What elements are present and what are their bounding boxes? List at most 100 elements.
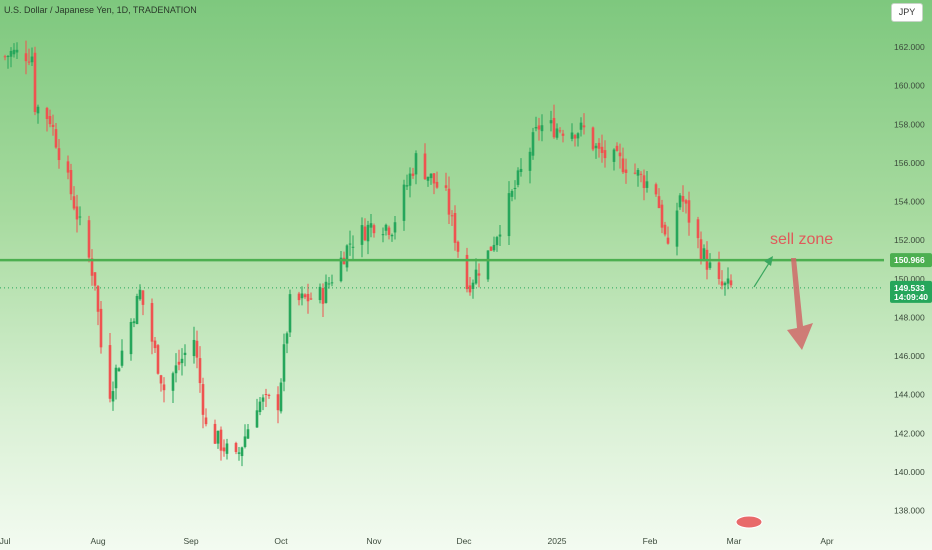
candle[interactable]	[174, 365, 178, 374]
candle[interactable]	[450, 215, 454, 217]
candle[interactable]	[549, 120, 553, 124]
candle[interactable]	[489, 246, 493, 251]
candle[interactable]	[576, 133, 580, 139]
candle[interactable]	[717, 262, 721, 279]
candle[interactable]	[108, 345, 112, 399]
candle[interactable]	[468, 285, 472, 293]
candle[interactable]	[36, 106, 40, 114]
candle[interactable]	[240, 447, 244, 457]
candle[interactable]	[261, 397, 265, 402]
candle[interactable]	[180, 358, 184, 364]
candle[interactable]	[642, 175, 646, 189]
candle[interactable]	[465, 254, 469, 290]
candle[interactable]	[351, 246, 355, 248]
candle[interactable]	[255, 410, 259, 428]
candle[interactable]	[138, 289, 142, 300]
candle[interactable]	[726, 278, 730, 284]
candle[interactable]	[408, 173, 412, 186]
candle[interactable]	[9, 50, 13, 57]
candle[interactable]	[288, 294, 292, 333]
candle[interactable]	[48, 116, 52, 125]
candle[interactable]	[339, 257, 343, 282]
candle[interactable]	[681, 196, 685, 202]
candle[interactable]	[636, 169, 640, 176]
candle[interactable]	[582, 125, 586, 128]
candle[interactable]	[132, 321, 136, 324]
candle[interactable]	[87, 220, 91, 258]
candle[interactable]	[96, 286, 100, 312]
candle[interactable]	[429, 173, 433, 179]
candle[interactable]	[15, 49, 19, 53]
candle[interactable]	[414, 153, 418, 175]
candle[interactable]	[318, 286, 322, 301]
candle[interactable]	[309, 298, 313, 300]
candle[interactable]	[162, 384, 166, 391]
candle[interactable]	[633, 172, 637, 174]
candle[interactable]	[72, 196, 76, 209]
candle[interactable]	[696, 219, 700, 239]
candle[interactable]	[516, 170, 520, 185]
candle[interactable]	[486, 250, 490, 280]
candle[interactable]	[303, 294, 307, 298]
candle[interactable]	[321, 288, 325, 304]
candle[interactable]	[720, 281, 724, 286]
candle[interactable]	[624, 169, 628, 173]
candle[interactable]	[279, 382, 283, 412]
candle[interactable]	[603, 150, 607, 159]
candle[interactable]	[204, 417, 208, 425]
candle[interactable]	[552, 117, 556, 138]
candle[interactable]	[198, 358, 202, 384]
candle[interactable]	[246, 429, 250, 439]
candle[interactable]	[492, 244, 496, 251]
candle[interactable]	[69, 169, 73, 195]
candle[interactable]	[78, 216, 82, 218]
candle[interactable]	[447, 188, 451, 215]
candle[interactable]	[498, 234, 502, 237]
candle[interactable]	[24, 53, 28, 62]
candle[interactable]	[507, 193, 511, 237]
candle[interactable]	[243, 436, 247, 447]
candle[interactable]	[12, 49, 16, 55]
candle[interactable]	[405, 185, 409, 187]
candle[interactable]	[471, 282, 475, 289]
candle[interactable]	[558, 130, 562, 132]
candle[interactable]	[213, 423, 217, 444]
candle[interactable]	[276, 394, 280, 411]
candle[interactable]	[678, 195, 682, 208]
candle[interactable]	[258, 401, 262, 413]
candle[interactable]	[129, 322, 133, 355]
candle[interactable]	[666, 237, 670, 244]
candle[interactable]	[615, 145, 619, 151]
candle[interactable]	[519, 168, 523, 172]
candle[interactable]	[444, 185, 448, 188]
candle[interactable]	[153, 340, 157, 349]
candle[interactable]	[390, 234, 394, 237]
candle[interactable]	[183, 352, 187, 356]
candle[interactable]	[708, 262, 712, 268]
candle[interactable]	[426, 176, 430, 181]
candle[interactable]	[663, 224, 667, 235]
candle[interactable]	[264, 394, 268, 396]
candle[interactable]	[111, 391, 115, 402]
candle[interactable]	[120, 350, 124, 366]
candle[interactable]	[477, 273, 481, 276]
candle[interactable]	[3, 56, 7, 58]
candle[interactable]	[675, 210, 679, 247]
candle[interactable]	[510, 191, 514, 197]
candle[interactable]	[573, 135, 577, 139]
candle[interactable]	[570, 132, 574, 139]
candle[interactable]	[495, 237, 499, 246]
candle[interactable]	[222, 447, 226, 452]
candle[interactable]	[54, 129, 58, 148]
candle[interactable]	[66, 161, 70, 173]
candle[interactable]	[348, 243, 352, 245]
candle[interactable]	[159, 375, 163, 384]
candle[interactable]	[684, 200, 688, 204]
candle[interactable]	[699, 239, 703, 260]
candle[interactable]	[93, 272, 97, 286]
candle[interactable]	[135, 296, 139, 325]
candle[interactable]	[456, 241, 460, 252]
candle[interactable]	[660, 204, 664, 228]
candle[interactable]	[402, 184, 406, 221]
